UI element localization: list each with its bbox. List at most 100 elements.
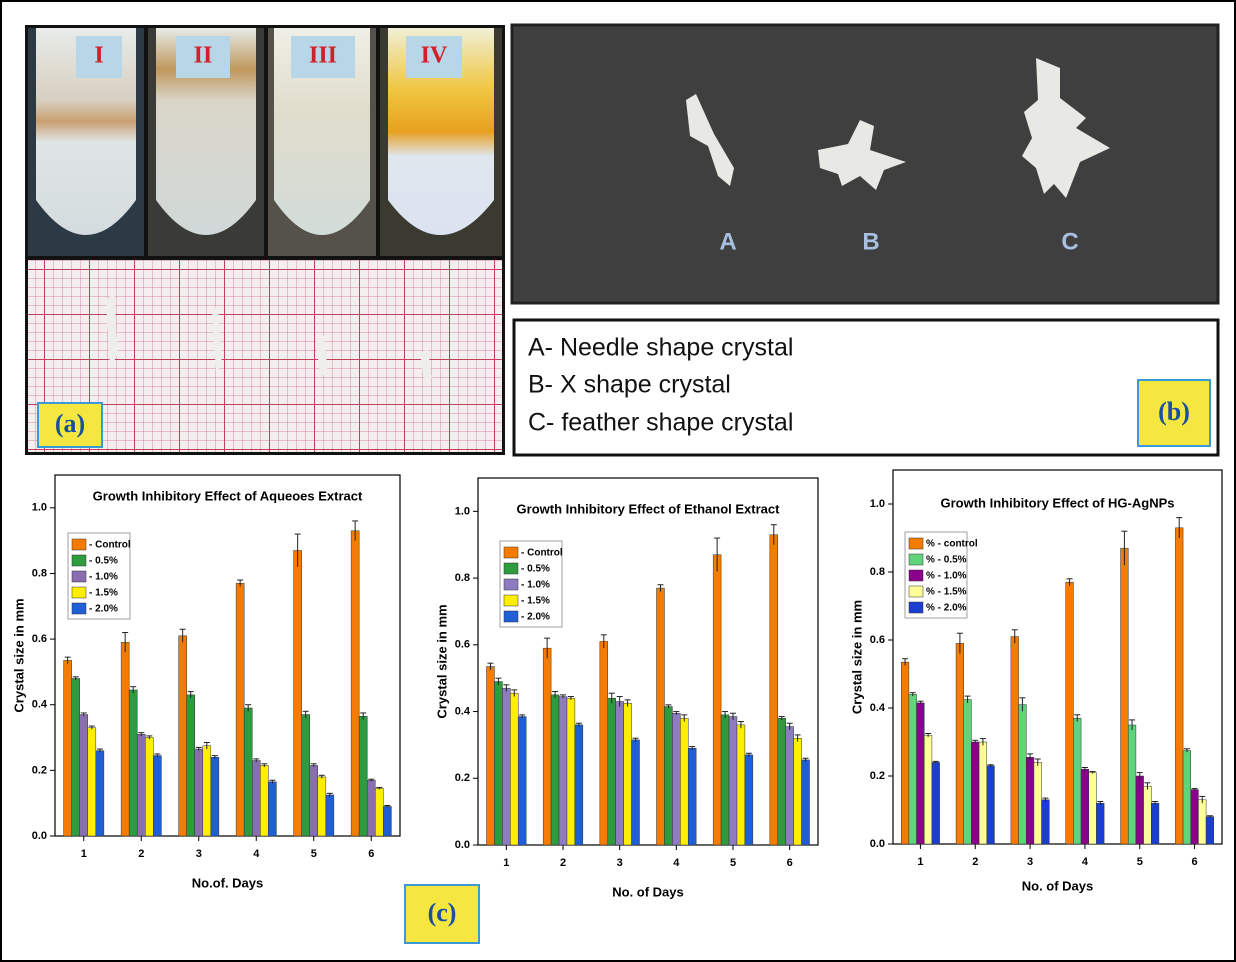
- plot-area: [478, 478, 818, 845]
- bar: [195, 749, 203, 836]
- bar: [137, 734, 145, 836]
- bar: [1151, 803, 1159, 844]
- y-tick-label: 0.8: [32, 567, 47, 579]
- x-tick-label: 4: [253, 848, 260, 860]
- bar: [1128, 725, 1136, 844]
- legend-swatch: [504, 547, 518, 558]
- y-tick-label: 0.6: [32, 633, 47, 645]
- plot-area: [893, 470, 1222, 844]
- x-tick-label: 3: [1027, 856, 1033, 868]
- bar: [924, 735, 932, 844]
- bar: [664, 707, 672, 845]
- bar: [236, 583, 244, 836]
- x-tick-label: 5: [311, 848, 317, 860]
- y-tick-label: 0.2: [32, 764, 47, 776]
- legend-label: - 1.0%: [89, 572, 118, 583]
- bar: [721, 715, 729, 845]
- bar: [310, 765, 318, 836]
- bar: [367, 780, 375, 836]
- legend-swatch: [504, 579, 518, 590]
- bar: [1121, 548, 1129, 844]
- bar: [244, 708, 252, 836]
- y-axis-label: Crystal size in mm: [849, 600, 864, 714]
- x-axis-label: No.of. Days: [192, 875, 264, 890]
- chart-title: Growth Inhibitory Effect of HG-AgNPs: [941, 495, 1175, 510]
- bar: [326, 795, 334, 836]
- panel-label: (a): [55, 409, 85, 438]
- bar: [1089, 773, 1097, 844]
- bar: [179, 636, 187, 836]
- bar: [543, 648, 551, 845]
- bar: [1073, 718, 1081, 844]
- bar: [616, 702, 624, 845]
- legend-swatch: [909, 586, 923, 597]
- bar: [737, 725, 745, 845]
- x-axis-label: No. of Days: [1022, 878, 1094, 893]
- legend-label: % - 1.0%: [926, 571, 967, 582]
- bar: [745, 755, 753, 845]
- bar: [1206, 817, 1214, 844]
- legend-swatch: [909, 554, 923, 565]
- legend-swatch: [909, 538, 923, 549]
- y-tick-label: 0.6: [870, 634, 885, 646]
- bar: [96, 751, 104, 836]
- legend-label: - 1.0%: [521, 580, 550, 591]
- bar: [383, 806, 391, 836]
- legend-label: % - 0.5%: [926, 555, 967, 566]
- crystal-label: B: [862, 228, 879, 255]
- tube-label: I: [94, 43, 103, 69]
- legend-label: - Control: [89, 540, 131, 551]
- panel-label: (c): [428, 898, 457, 927]
- y-tick-label: 0.4: [870, 702, 886, 714]
- legend-label: - 2.0%: [521, 612, 550, 623]
- y-tick-label: 1.0: [455, 505, 470, 517]
- bar: [252, 761, 260, 836]
- x-tick-label: 5: [730, 857, 736, 869]
- bar: [1175, 528, 1183, 844]
- x-tick-label: 2: [560, 857, 566, 869]
- x-tick-label: 2: [972, 856, 978, 868]
- bar: [1191, 790, 1199, 844]
- legend-swatch: [504, 595, 518, 606]
- y-tick-label: 0.2: [455, 772, 470, 784]
- bar: [559, 697, 567, 845]
- x-tick-label: 4: [1082, 856, 1089, 868]
- bar: [1026, 757, 1034, 844]
- bar: [375, 788, 383, 836]
- bar: [1042, 800, 1050, 844]
- bar: [802, 760, 810, 845]
- bar: [909, 694, 917, 844]
- legend: - Control- 0.5%- 1.0%- 1.5%- 2.0%: [500, 541, 563, 627]
- bar: [956, 643, 964, 844]
- bar: [187, 695, 195, 836]
- bar: [770, 535, 778, 845]
- bar: [72, 678, 80, 836]
- panel-a: I II III IV (a): [25, 25, 505, 455]
- bar: [1136, 776, 1144, 844]
- y-tick-label: 1.0: [32, 502, 47, 514]
- bar: [302, 715, 310, 836]
- bar: [794, 738, 802, 845]
- bar: [1019, 705, 1027, 844]
- bar: [657, 588, 665, 845]
- bar: [510, 693, 518, 845]
- bar-chart: Growth Inhibitory Effect of Aqueoes Extr…: [11, 475, 400, 890]
- legend-swatch: [504, 611, 518, 622]
- legend-swatch: [909, 570, 923, 581]
- bar: [932, 762, 940, 844]
- legend-label: % - 1.5%: [926, 587, 967, 598]
- x-tick-label: 4: [673, 857, 680, 869]
- x-tick-label: 3: [196, 848, 202, 860]
- x-tick-label: 1: [503, 857, 509, 869]
- plot-area: [55, 475, 400, 836]
- legend-swatch: [72, 603, 86, 614]
- bar: [1096, 803, 1104, 844]
- tube-label: II: [194, 43, 213, 69]
- legend-label: - 2.0%: [89, 604, 118, 615]
- bar: [494, 682, 502, 845]
- bar: [88, 728, 96, 836]
- y-tick-label: 0.4: [455, 705, 471, 717]
- x-tick-label: 2: [138, 848, 144, 860]
- y-tick-label: 0.0: [455, 839, 470, 851]
- bar: [487, 667, 495, 845]
